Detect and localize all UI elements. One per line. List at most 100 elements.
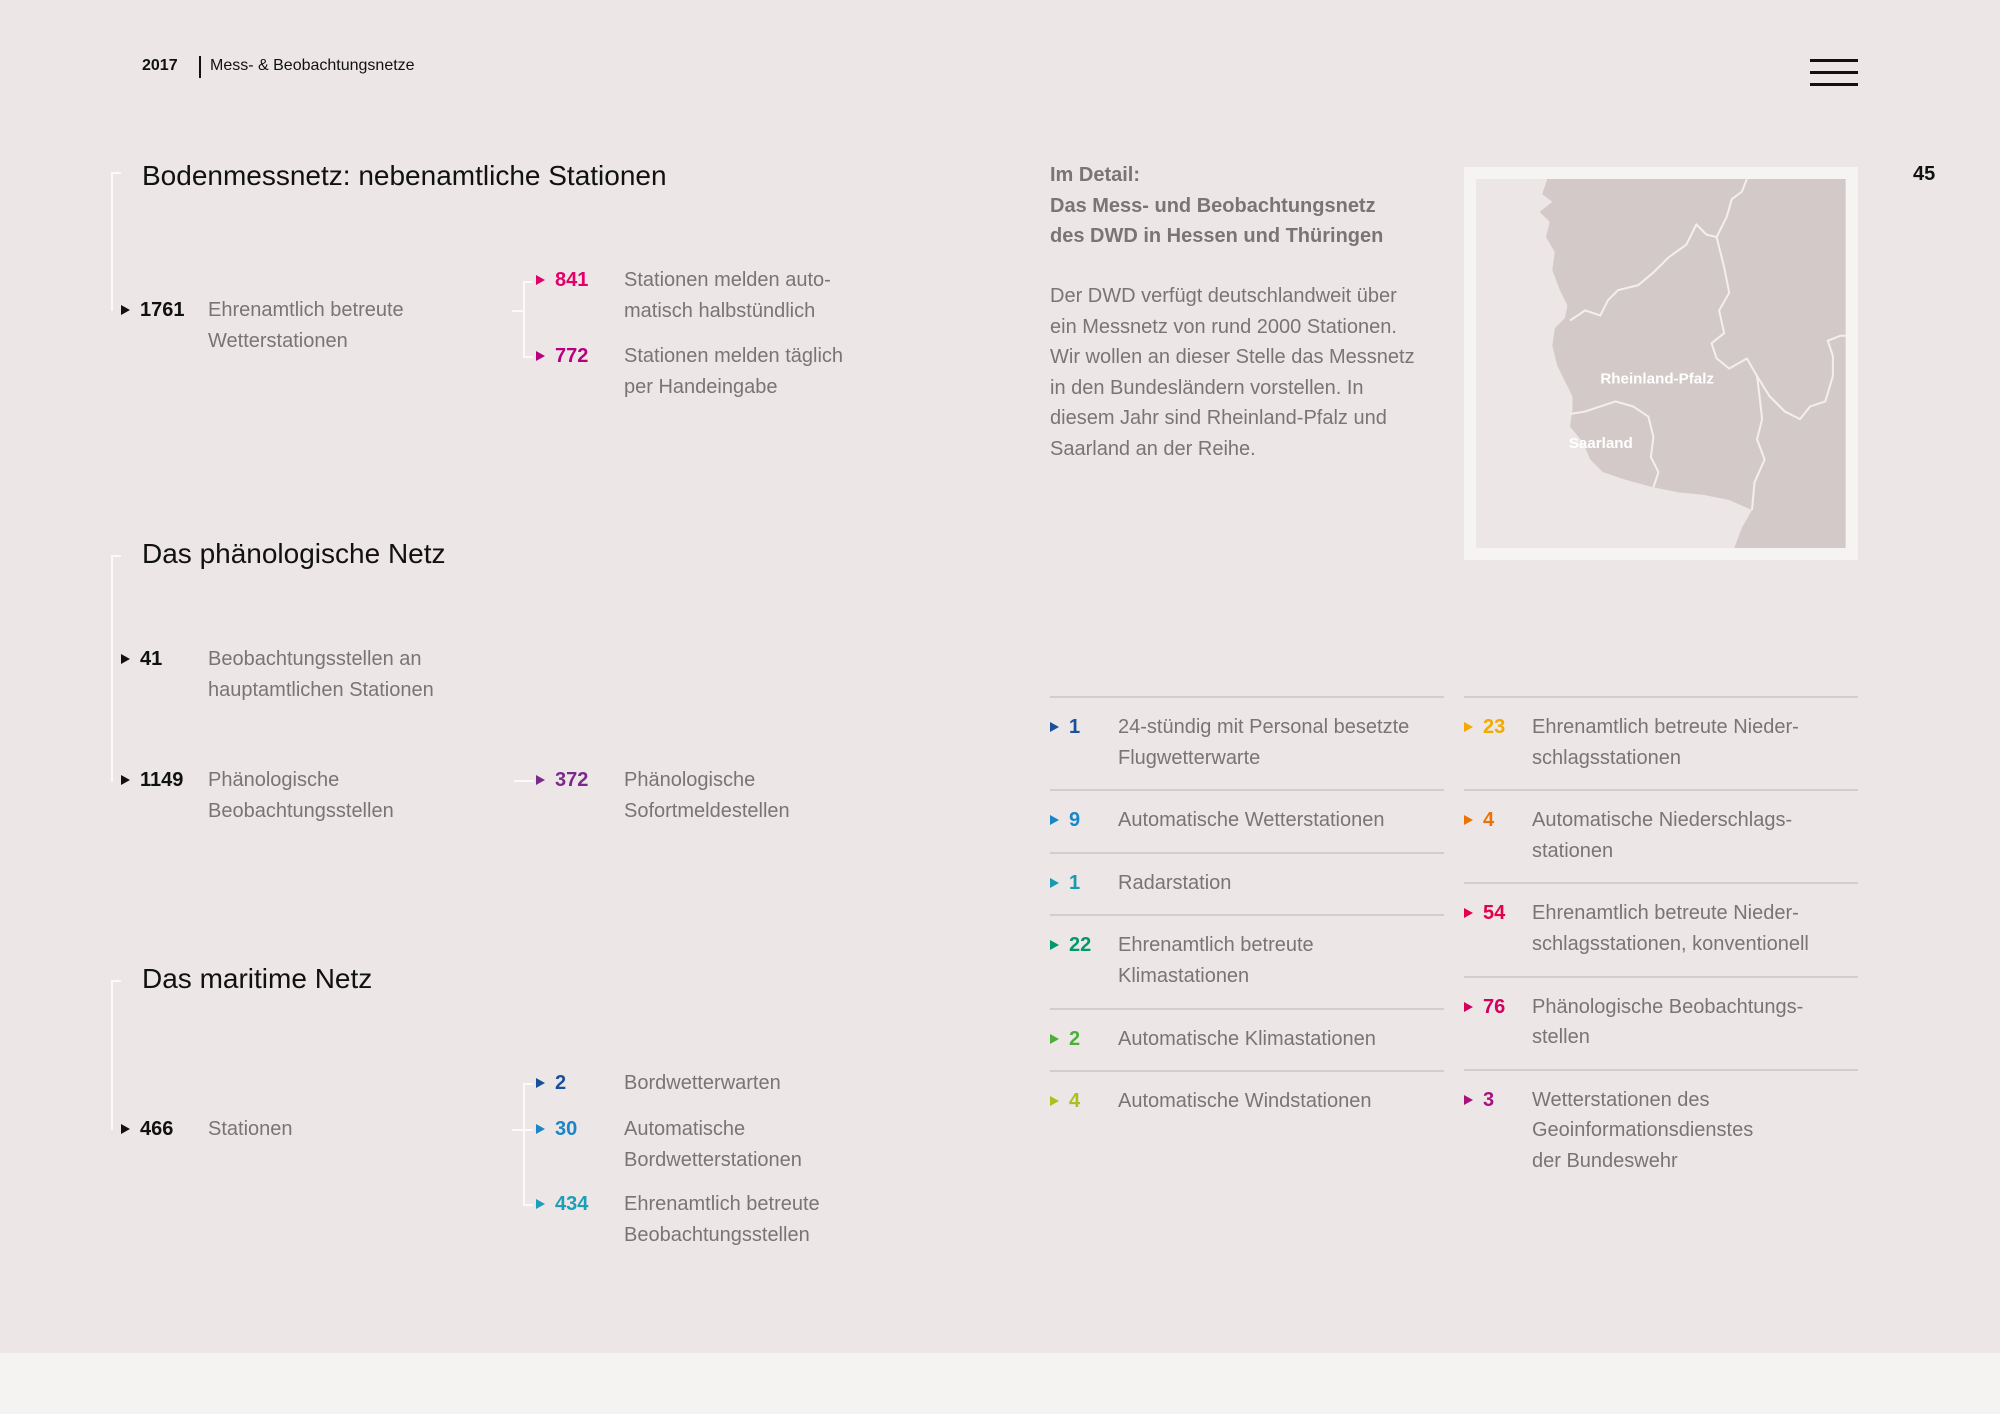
arrow-icon [536, 1124, 545, 1134]
station-row: 22 Ehrenamtlich betreute Klimastationen [1050, 914, 1444, 1007]
map-graphic: Rheinland-Pfalz Saarland [1476, 179, 1846, 548]
item-label: Automatische Bordwetterstationen [624, 1118, 802, 1171]
rlp-north-border [1569, 179, 1748, 322]
bracket-tick [111, 555, 121, 557]
sub-bracket-line [523, 281, 525, 358]
station-count: 23 [1483, 716, 1506, 738]
arrow-icon [1464, 722, 1473, 732]
station-count: 4 [1069, 1090, 1081, 1113]
item-label: Ehrenamtlich betreute Wetterstationen [208, 299, 404, 352]
arrow-icon [536, 351, 545, 361]
station-label: Phänologische Beobachtungs- stellen [1532, 995, 1804, 1049]
station-count: 1 [1069, 716, 1081, 738]
subitem-30: 30 Automatische Bordwetterstationen [536, 1114, 802, 1175]
item-label: Phänologische Beobachtungsstellen [208, 769, 394, 822]
arrow-icon [536, 1199, 545, 1209]
arrow-icon [1050, 940, 1059, 951]
bracket-line [111, 980, 113, 1130]
subitem-372: 372 Phänologische Sofortmeldestellen [536, 765, 790, 826]
item-label: Bordwetterwarten [624, 1072, 781, 1094]
arrow-icon [1050, 1033, 1059, 1044]
arrow-icon [121, 1124, 130, 1134]
arrow-icon [1464, 908, 1473, 919]
station-row: 54 Ehrenamtlich betreute Nieder- schlagss… [1464, 882, 1858, 975]
station-count: 1 [1069, 871, 1081, 894]
item-1149: 1149 Phänologische Beobachtungsstellen [121, 765, 394, 826]
station-label: Ehrenamtlich betreute Nieder- schlagssta… [1532, 716, 1799, 769]
germany-region [1539, 179, 1846, 548]
page-footer-band [0, 1353, 2000, 1414]
arrow-icon [121, 654, 130, 664]
bracket-tick [111, 980, 121, 982]
station-count: 3 [1483, 1088, 1495, 1111]
saarland-border [1569, 400, 1660, 488]
page-number: 45 [1913, 163, 1936, 185]
arrow-icon [536, 775, 545, 785]
item-value: 372 [555, 769, 589, 791]
item-value: 30 [555, 1118, 578, 1140]
item-value: 841 [555, 269, 589, 291]
arrow-icon [1050, 877, 1059, 888]
item-value: 2 [555, 1072, 567, 1094]
arrow-icon [1050, 1096, 1059, 1107]
map-label-saarland: Saarland [1569, 435, 1633, 452]
station-count: 4 [1483, 809, 1495, 832]
station-row: 23 Ehrenamtlich betreute Nieder- schlagss… [1464, 696, 1858, 789]
section-title-bodenmessnetz: Bodenmessnetz: nebenamtliche Stationen [142, 160, 667, 191]
year-label: 2017 [142, 57, 178, 74]
arrow-icon [1050, 815, 1059, 826]
bracket-tick [523, 356, 533, 358]
bracket-tick [523, 281, 533, 283]
subitem-434: 434 Ehrenamtlich betreute Beobachtungsst… [536, 1189, 820, 1250]
arrow-icon [536, 275, 545, 285]
sub-bracket-line [523, 1083, 525, 1205]
bracket-tick [523, 1129, 533, 1131]
item-value: 1761 [140, 299, 185, 321]
item-label: Ehrenamtlich betreute Beobachtungsstelle… [624, 1193, 820, 1246]
arrow-icon [1464, 815, 1473, 826]
station-label: Wetterstationen des Geoinformationsdiens… [1532, 1088, 1754, 1172]
arrow-icon [1464, 1094, 1473, 1105]
arrow-icon [1464, 1001, 1473, 1012]
subitem-2: 2 Bordwetterwarten [536, 1068, 781, 1099]
region-map: Rheinland-Pfalz Saarland [1464, 167, 1858, 560]
subitem-841: 841 Stationen melden auto- matisch halbs… [536, 265, 831, 326]
hamburger-menu-icon[interactable] [1810, 59, 1858, 87]
stations-list-left: 1 24-stündig mit Personal besetzte Flugwe… [1050, 696, 1444, 1133]
station-label: Ehrenamtlich betreute Nieder- schlagssta… [1532, 902, 1809, 955]
station-row: 4 Automatische Niederschlags- stationen [1464, 789, 1858, 882]
bracket-stub [512, 310, 524, 312]
hessen-border [1756, 334, 1846, 421]
arrow-icon [536, 1078, 545, 1088]
arrow-icon [121, 775, 130, 785]
chapter-title: Mess- & Beobachtungsnetze [210, 57, 415, 74]
bracket-tick [523, 1083, 533, 1085]
map-label-rheinland-pfalz: Rheinland-Pfalz [1600, 371, 1714, 388]
item-label: Stationen [208, 1118, 293, 1140]
station-row: 3 Wetterstationen des Geoinformationsdien… [1464, 1068, 1858, 1193]
item-value: 1149 [140, 769, 184, 791]
station-row: 1 24-stündig mit Personal besetzte Flugwe… [1050, 696, 1444, 789]
station-label: Automatische Klimastationen [1118, 1027, 1376, 1050]
bracket-tick [111, 172, 121, 174]
item-value: 41 [140, 648, 163, 670]
item-value: 466 [140, 1118, 174, 1140]
item-1761: 1761 Ehrenamtlich betreute Wetterstation… [121, 295, 404, 356]
arrow-icon [1050, 722, 1059, 732]
item-label: Stationen melden auto- matisch halbstünd… [624, 269, 831, 322]
station-count: 54 [1483, 902, 1506, 925]
station-row: 76 Phänologische Beobachtungs- stellen [1464, 975, 1858, 1069]
station-label: Radarstation [1118, 871, 1232, 894]
station-count: 9 [1069, 809, 1081, 832]
bracket-stub [514, 780, 534, 782]
bracket-stub [512, 1129, 524, 1131]
rlp-east-border [1710, 236, 1766, 511]
item-466: 466 Stationen [121, 1114, 293, 1145]
bracket-tick [523, 1204, 533, 1206]
detail-body: Der DWD verfügt deutschlandweit über ein… [1050, 285, 1415, 460]
station-label: Automatische Niederschlags- stationen [1532, 809, 1793, 862]
station-label: Ehrenamtlich betreute Klimastationen [1118, 934, 1314, 987]
station-count: 22 [1069, 934, 1092, 957]
section-title-phaenologisch: Das phänologische Netz [142, 538, 446, 569]
detail-heading: Im Detail: Das Mess- und Beobachtungsnet… [1050, 164, 1384, 248]
